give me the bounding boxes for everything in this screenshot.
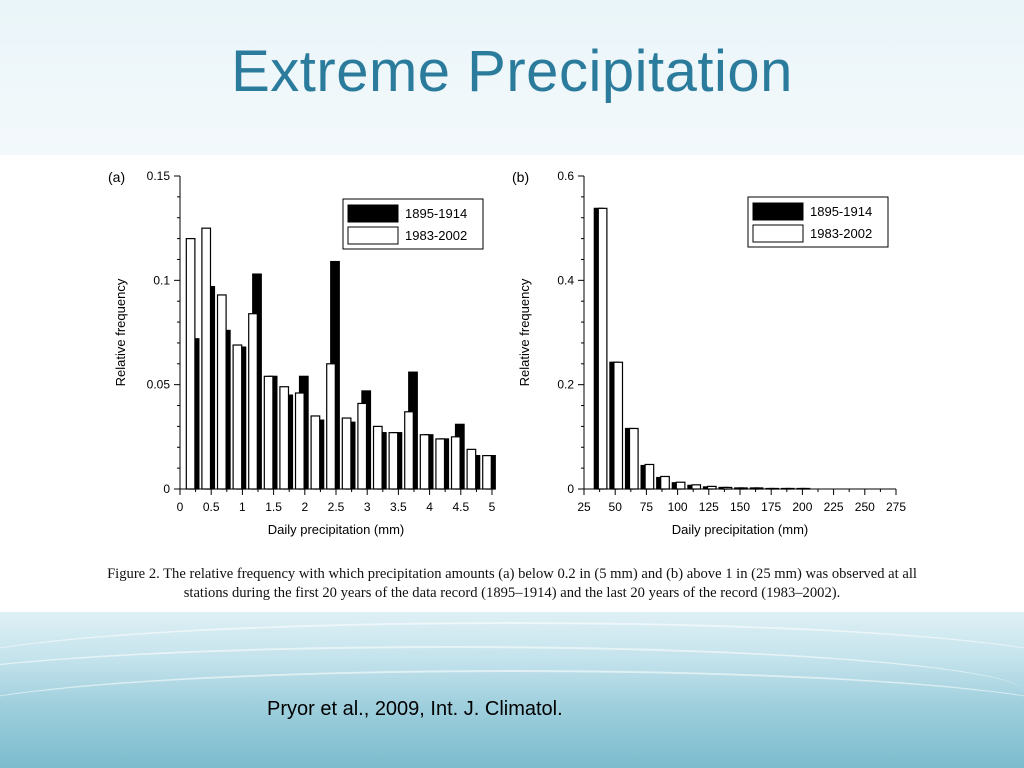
- x-tick-label: 4: [426, 500, 433, 514]
- x-tick-label: 2: [301, 500, 308, 514]
- slide-title: Extreme Precipitation: [231, 39, 793, 104]
- wave-line: [0, 646, 1024, 738]
- bar-1983-2002: [613, 361, 624, 490]
- bar-1983-2002: [185, 237, 196, 490]
- legend-swatch-1983-2002: [347, 226, 399, 245]
- y-tick-label: 0.1: [153, 273, 170, 287]
- bar-1983-2002: [738, 487, 748, 490]
- bar-1983-2002: [201, 227, 212, 490]
- x-tick-label: 225: [824, 500, 844, 514]
- y-tick-label: 0: [163, 482, 170, 496]
- x-tick-label: 75: [640, 500, 654, 514]
- bar-1983-2002: [722, 486, 733, 490]
- chart-panel-b: 0 0.2 0.4 0.6 25 50 75 100 125 150 175 200 225 250 275…: [512, 169, 906, 537]
- x-tick-label: 250: [855, 500, 875, 514]
- x-tick-label: 150: [730, 500, 750, 514]
- bar-1983-2002: [326, 363, 336, 490]
- bar-1983-2002: [263, 375, 274, 490]
- x-tick-label: 0: [177, 500, 184, 514]
- x-tick-label: 1.5: [265, 500, 282, 514]
- bar-1983-2002: [784, 487, 795, 490]
- bar-1983-2002: [435, 438, 446, 490]
- bar-1983-2002: [675, 481, 686, 490]
- legend-swatch-1983-2002: [752, 224, 804, 243]
- x-tick-label: 4.5: [452, 500, 469, 514]
- decorative-wave-band: [0, 612, 1024, 768]
- bar-1983-2002: [341, 417, 352, 490]
- legend-label: 1895-1914: [810, 204, 872, 219]
- x-tick-label: 125: [699, 500, 719, 514]
- x-tick-label: 2.5: [328, 500, 345, 514]
- bar-1983-2002: [706, 485, 717, 490]
- x-tick-label: 50: [609, 500, 623, 514]
- bar-1983-2002: [357, 402, 368, 490]
- y-tick-label: 0: [567, 482, 574, 496]
- bar-1983-2002: [216, 294, 227, 490]
- x-tick-label: 275: [886, 500, 906, 514]
- y-tick-label: 0.05: [147, 378, 171, 392]
- bar-1983-2002: [466, 448, 477, 490]
- legend-label: 1895-1914: [405, 206, 467, 221]
- citation-text: Pryor et al., 2009, Int. J. Climatol.: [267, 698, 563, 720]
- x-tick-label: 0.5: [203, 500, 220, 514]
- y-axis-label: Relative frequency: [517, 278, 532, 386]
- legend-swatch-1895-1914: [752, 202, 804, 221]
- legend-label: 1983-2002: [810, 226, 872, 241]
- bar-1983-2002: [294, 392, 305, 490]
- figure-area: 0 0.05 0.1 0.15 0 0.5 1 1.5 2 2.5 3 3.5 4 4.5 5 Daily p…: [0, 155, 1024, 610]
- bar-1983-2002: [482, 455, 492, 490]
- bar-1983-2002: [628, 427, 639, 490]
- y-tick-label: 0.2: [557, 378, 574, 392]
- bar-1983-2002: [404, 411, 414, 490]
- bar-1983-2002: [248, 313, 258, 490]
- x-axis-label: Daily precipitation (mm): [268, 522, 405, 537]
- title-band: [0, 0, 1024, 155]
- y-tick-label: 0.4: [557, 273, 574, 287]
- bar-1983-2002: [597, 207, 608, 490]
- wave-line: [0, 622, 1024, 714]
- legend-label: 1983-2002: [405, 228, 467, 243]
- caption-line-2: stations during the first 20 years of th…: [183, 585, 841, 601]
- bar-1983-2002: [660, 475, 670, 490]
- bar-1983-2002: [310, 415, 321, 490]
- bar-1983-2002: [279, 386, 290, 490]
- chart-panel-a: 0 0.05 0.1 0.15 0 0.5 1 1.5 2 2.5 3 3.5 4 4.5 5 Daily p…: [108, 169, 496, 537]
- bar-1983-2002: [753, 487, 764, 490]
- caption-line-1: Figure 2. The relative frequency with wh…: [107, 566, 917, 582]
- figure-caption: Figure 2. The relative frequency with wh…: [28, 565, 996, 603]
- bar-1983-2002: [769, 487, 780, 490]
- y-tick-label: 0.15: [147, 169, 171, 183]
- panel-label: (b): [512, 169, 529, 185]
- x-axis-label: Daily precipitation (mm): [672, 522, 809, 537]
- bar-1983-2002: [388, 432, 399, 490]
- y-axis-label: Relative frequency: [113, 278, 128, 386]
- bar-1983-2002: [644, 463, 655, 490]
- panel-label: (a): [108, 169, 125, 185]
- y-tick-label: 0.6: [557, 169, 574, 183]
- bar-1983-2002: [419, 434, 430, 490]
- x-tick-label: 100: [668, 500, 688, 514]
- x-tick-label: 3.5: [390, 500, 407, 514]
- bar-1983-2002: [691, 484, 702, 490]
- bar-1983-2002: [232, 344, 243, 490]
- x-tick-label: 1: [239, 500, 246, 514]
- x-tick-label: 5: [489, 500, 496, 514]
- bar-1983-2002: [450, 436, 461, 490]
- x-tick-label: 25: [577, 500, 591, 514]
- x-tick-label: 200: [792, 500, 812, 514]
- wave-line: [0, 670, 1024, 762]
- x-tick-label: 175: [761, 500, 781, 514]
- x-tick-label: 3: [364, 500, 371, 514]
- bar-1983-2002: [800, 487, 811, 490]
- legend-swatch-1895-1914: [347, 204, 399, 223]
- bar-1983-2002: [372, 425, 383, 490]
